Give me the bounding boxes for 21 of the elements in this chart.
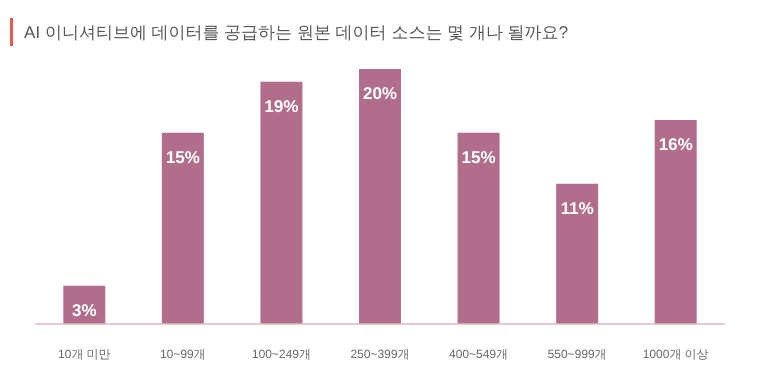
data-label: 11% <box>560 198 594 218</box>
bar <box>359 69 401 324</box>
data-label: 20% <box>362 84 398 103</box>
x-tick-label: 250~399개 <box>350 347 410 361</box>
data-label: 15% <box>462 148 496 167</box>
x-tick-label: 10개 미만 <box>58 347 111 361</box>
bar <box>162 132 204 324</box>
data-label: 16% <box>658 135 693 154</box>
bar <box>556 184 598 324</box>
x-tick-label: 400~549개 <box>449 347 508 361</box>
chart-title: AI 이니셔티브에 데이터를 공급하는 원본 데이터 소스는 몇 개나 될까요? <box>24 23 568 42</box>
bar <box>458 132 500 324</box>
data-label: 15% <box>166 148 200 167</box>
data-label: 3% <box>72 300 97 320</box>
x-tick-label: 10~99개 <box>160 347 206 361</box>
x-tick-label: 100~249개 <box>252 347 311 361</box>
bar <box>654 120 697 324</box>
x-tick-label: 550~999개 <box>548 347 607 361</box>
data-label: 19% <box>264 96 298 116</box>
x-tick-label: 1000개 이상 <box>642 347 709 361</box>
bar <box>260 82 302 324</box>
